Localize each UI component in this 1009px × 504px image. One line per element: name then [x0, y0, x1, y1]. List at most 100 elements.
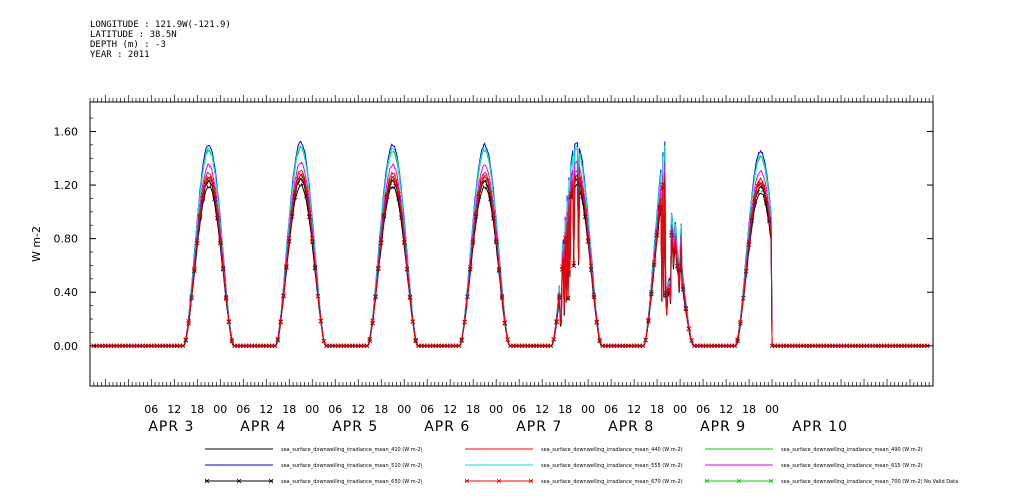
series-marker	[649, 289, 654, 295]
date-label: APR 5	[332, 419, 378, 435]
series-marker	[493, 237, 499, 243]
series-marker	[582, 214, 588, 220]
series-marker	[393, 178, 398, 184]
series-marker	[654, 229, 660, 235]
y-tick-label: 0.00	[54, 340, 79, 353]
series-line	[93, 160, 930, 347]
series-marker	[738, 319, 743, 325]
series-marker	[677, 266, 683, 272]
year-line: YEAR : 2011	[90, 50, 150, 60]
x-tick-label: 00	[765, 403, 779, 416]
x-tick-label: 12	[351, 403, 365, 416]
legend-label: sea_surface_downwelling_irradiance_mean_…	[781, 463, 923, 469]
series-marker	[491, 210, 496, 216]
series-marker	[752, 196, 758, 201]
series-marker	[574, 173, 579, 179]
x-tick-label: 00	[581, 403, 595, 416]
series-marker	[396, 196, 401, 201]
legend-marker	[496, 478, 502, 484]
series-marker	[735, 337, 740, 342]
series-marker	[200, 193, 206, 198]
y-axis-label: W m-2	[30, 226, 43, 262]
series-line	[93, 144, 930, 347]
series-line	[93, 146, 930, 347]
series-marker	[315, 293, 321, 299]
date-label: APR 7	[516, 419, 562, 435]
series-marker	[476, 191, 482, 196]
series-marker	[732, 343, 737, 349]
series-marker	[309, 235, 315, 241]
series-marker	[381, 212, 387, 218]
series-marker	[462, 319, 467, 325]
series-marker	[226, 319, 232, 325]
x-tick-label: 00	[489, 403, 503, 416]
longitude-line: LONGITUDE : 121.9W(-121.9)	[90, 20, 231, 30]
series-marker	[496, 266, 502, 272]
series-marker	[559, 264, 565, 269]
axes: 0.00 0.40 0.80 1.20 1.60 W m-2 06 12 18 00 06 12 18 0…	[30, 95, 934, 435]
series-marker	[689, 338, 694, 343]
series-marker	[364, 343, 370, 349]
series-marker	[594, 319, 600, 325]
plot-frame	[89, 101, 934, 387]
legend-marker	[736, 478, 742, 484]
x-tick-label: 06	[420, 403, 434, 416]
series-marker	[301, 176, 306, 181]
series-marker	[304, 190, 309, 196]
series-marker	[195, 238, 200, 243]
series-marker	[597, 337, 602, 343]
date-label: APR 3	[148, 419, 194, 435]
series-marker	[557, 293, 562, 299]
legend-label: sea_surface_downwelling_irradiance_mean_…	[281, 447, 423, 453]
series-marker	[488, 190, 493, 196]
x-tick-label: 12	[167, 403, 181, 416]
x-tick-label: 00	[673, 403, 687, 416]
series-marker	[491, 216, 496, 221]
series-marker	[272, 343, 278, 349]
series-line	[93, 169, 930, 347]
series-marker	[186, 319, 191, 324]
series-marker	[669, 230, 674, 235]
series-marker	[220, 265, 226, 270]
plot-area	[91, 140, 930, 349]
series-marker	[479, 179, 485, 185]
series-marker	[229, 337, 235, 342]
series-marker	[459, 338, 464, 343]
x-tick-label: 06	[144, 403, 158, 416]
series-marker	[413, 337, 418, 343]
series-marker	[307, 210, 312, 216]
series-marker	[588, 263, 594, 269]
legend-marker	[704, 478, 710, 484]
series-marker	[289, 210, 295, 216]
series-marker	[565, 295, 571, 300]
series-marker	[660, 182, 666, 187]
series-marker	[585, 234, 591, 240]
series-marker	[399, 212, 404, 217]
series-marker	[284, 264, 289, 269]
series-marker	[502, 320, 508, 325]
metadata-header: LONGITUDE : 121.9W(-121.9) LATITUDE : 38…	[90, 20, 231, 60]
x-tick-label: 18	[190, 403, 204, 416]
series-marker	[410, 319, 416, 324]
series-marker	[643, 338, 648, 343]
legend-marker	[268, 478, 274, 484]
series-marker	[562, 235, 568, 241]
x-tick-label: 12	[719, 403, 733, 416]
series-marker	[387, 178, 393, 184]
series-marker	[666, 287, 671, 292]
x-tick-label: 18	[466, 403, 480, 416]
legend: sea_surface_downwelling_irradiance_mean_…	[204, 447, 958, 485]
x-tick-label: 00	[397, 403, 411, 416]
date-label: APR 8	[608, 419, 654, 435]
series-marker	[212, 192, 217, 198]
series-marker	[568, 191, 574, 196]
series-marker	[384, 192, 390, 198]
series-marker	[378, 236, 384, 242]
y-tick-label: 0.80	[54, 233, 79, 246]
series-marker	[741, 295, 746, 301]
series-marker	[565, 296, 571, 301]
series-marker	[554, 319, 559, 325]
legend-label: sea_surface_downwelling_irradiance_mean_…	[781, 479, 958, 485]
series-marker	[275, 336, 281, 342]
